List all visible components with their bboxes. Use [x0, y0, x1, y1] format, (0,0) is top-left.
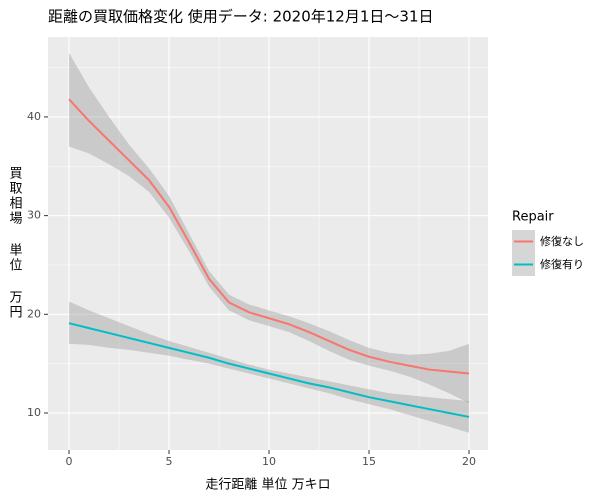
panel: [48, 37, 488, 450]
smooth-line: [68, 98, 470, 375]
legend-label: 修復有り: [540, 257, 584, 271]
confidence-band: [69, 301, 469, 433]
x-tick-label: 5: [166, 455, 173, 468]
chart-title: 距離の買取価格変化 使用データ: 2020年12月1日～31日: [48, 8, 433, 26]
x-tick-label: 10: [262, 455, 276, 468]
x-tick-label: 0: [66, 455, 73, 468]
y-tick-label: 20: [27, 307, 41, 320]
y-tick-label: 40: [27, 110, 41, 123]
confidence-band: [69, 52, 469, 404]
legend-title: Repair: [512, 210, 554, 225]
x-tick-label: 15: [362, 455, 376, 468]
smooth-line: [68, 322, 470, 418]
x-axis-label: 走行距離 単位 万キロ: [205, 477, 330, 493]
x-tick-label: 20: [462, 455, 476, 468]
legend-label: 修復なし: [540, 234, 584, 248]
y-tick-label: 30: [27, 209, 41, 222]
y-tick-label: 10: [27, 406, 41, 419]
y-axis-label: 買取相場 単位 万円: [7, 166, 23, 320]
